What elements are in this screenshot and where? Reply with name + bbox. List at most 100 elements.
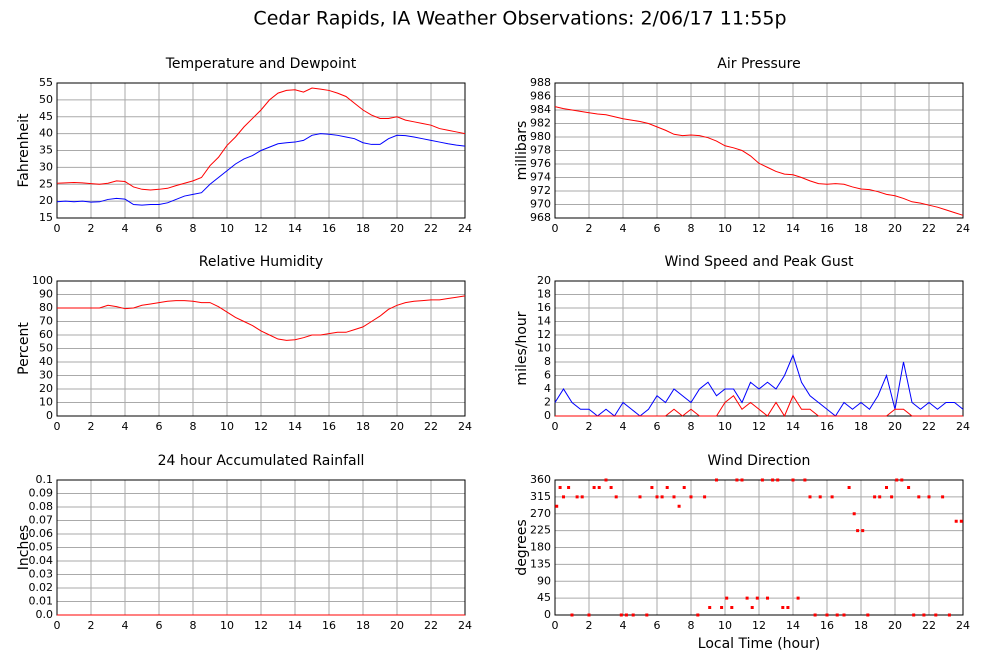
data-point <box>715 478 718 482</box>
x-tick-label: 2 <box>586 619 593 632</box>
data-point <box>735 478 739 482</box>
x-tick-label: 8 <box>688 222 695 235</box>
x-tick-label: 6 <box>156 222 163 235</box>
y-tick-label: 2 <box>544 396 551 409</box>
x-tick-label: 4 <box>122 420 129 433</box>
data-point <box>791 478 795 482</box>
data-point <box>900 478 904 482</box>
x-tick-label: 2 <box>88 420 95 433</box>
y-tick-label: 0.01 <box>29 595 54 608</box>
x-tick-label: 22 <box>922 222 936 235</box>
data-point <box>677 504 681 508</box>
data-point <box>890 495 894 499</box>
data-point <box>922 613 926 617</box>
y-tick-label: 40 <box>39 127 53 140</box>
data-point <box>755 596 759 600</box>
panel-title: Temperature and Dewpoint <box>165 56 357 72</box>
y-tick-label: 986 <box>530 90 551 103</box>
panel-title: Air Pressure <box>717 56 800 72</box>
x-tick-label: 20 <box>390 619 404 632</box>
data-point <box>575 495 579 499</box>
x-tick-label: 24 <box>956 619 970 632</box>
y-tick-label: 15 <box>39 211 53 224</box>
x-tick-label: 12 <box>254 420 268 433</box>
x-tick-label: 14 <box>786 619 800 632</box>
data-point <box>842 613 846 617</box>
data-point <box>745 596 749 600</box>
x-tick-label: 20 <box>888 420 902 433</box>
x-tick-label: 14 <box>288 222 302 235</box>
x-tick-label: 16 <box>322 420 336 433</box>
x-tick-label: 2 <box>586 420 593 433</box>
y-tick-label: 16 <box>537 301 551 314</box>
x-tick-label: 6 <box>654 619 661 632</box>
y-tick-label: 40 <box>39 355 53 368</box>
y-tick-label: 982 <box>530 117 551 130</box>
data-point <box>624 613 628 617</box>
x-tick-label: 18 <box>854 222 868 235</box>
data-point <box>866 613 870 617</box>
y-tick-label: 6 <box>544 369 551 382</box>
x-tick-label: 20 <box>390 420 404 433</box>
x-tick-label: 0 <box>54 222 61 235</box>
data-point <box>934 613 938 617</box>
y-tick-label: 50 <box>39 342 53 355</box>
x-tick-label: 14 <box>786 420 800 433</box>
y-tick-label: 972 <box>530 184 551 197</box>
y-axis-label: millibars <box>514 121 530 181</box>
x-tick-label: 4 <box>620 222 627 235</box>
data-line <box>56 87 466 191</box>
data-point <box>861 529 865 533</box>
x-tick-label: 12 <box>752 420 766 433</box>
x-tick-label: 4 <box>620 619 627 632</box>
data-point <box>776 478 780 482</box>
plot-frame <box>56 82 466 219</box>
y-tick-label: 20 <box>39 194 53 207</box>
data-point <box>555 504 559 508</box>
y-tick-label: 50 <box>39 93 53 106</box>
y-tick-label: 0.0 <box>36 608 54 621</box>
y-tick-label: 0.07 <box>29 514 54 527</box>
x-tick-label: 20 <box>888 222 902 235</box>
y-tick-label: 270 <box>530 507 551 520</box>
data-point <box>760 478 764 482</box>
x-tick-label: 8 <box>190 222 197 235</box>
x-tick-label: 18 <box>356 619 370 632</box>
y-tick-label: 978 <box>530 144 551 157</box>
y-tick-label: 0.06 <box>29 527 54 540</box>
plot-frame <box>554 280 964 417</box>
x-tick-label: 22 <box>424 619 438 632</box>
y-tick-label: 225 <box>530 524 551 537</box>
x-tick-label: 10 <box>220 420 234 433</box>
x-tick-label: 14 <box>288 420 302 433</box>
data-point <box>562 495 565 499</box>
data-point <box>959 519 963 523</box>
data-point <box>614 495 618 499</box>
x-tick-label: 20 <box>390 222 404 235</box>
y-tick-label: 20 <box>39 382 53 395</box>
data-point <box>878 495 882 499</box>
data-point <box>917 495 921 499</box>
data-point <box>852 512 856 516</box>
x-tick-label: 14 <box>786 222 800 235</box>
data-point <box>847 486 851 489</box>
data-point <box>638 495 642 499</box>
data-point <box>895 478 899 482</box>
data-point <box>725 596 729 600</box>
data-point <box>885 486 888 489</box>
x-tick-label: 16 <box>820 420 834 433</box>
x-tick-label: 22 <box>922 619 936 632</box>
data-point <box>818 495 822 499</box>
x-tick-label: 24 <box>956 222 970 235</box>
x-tick-label: 12 <box>752 222 766 235</box>
x-tick-label: 16 <box>322 619 336 632</box>
x-tick-label: 6 <box>654 420 661 433</box>
x-tick-label: 18 <box>854 619 868 632</box>
data-point <box>580 495 584 499</box>
data-point <box>830 495 834 499</box>
panel-title: Wind Direction <box>708 453 811 469</box>
data-point <box>825 613 829 617</box>
data-point <box>597 486 601 489</box>
y-axis-label: Inches <box>16 525 32 570</box>
y-axis-label: Fahrenheit <box>16 113 32 188</box>
